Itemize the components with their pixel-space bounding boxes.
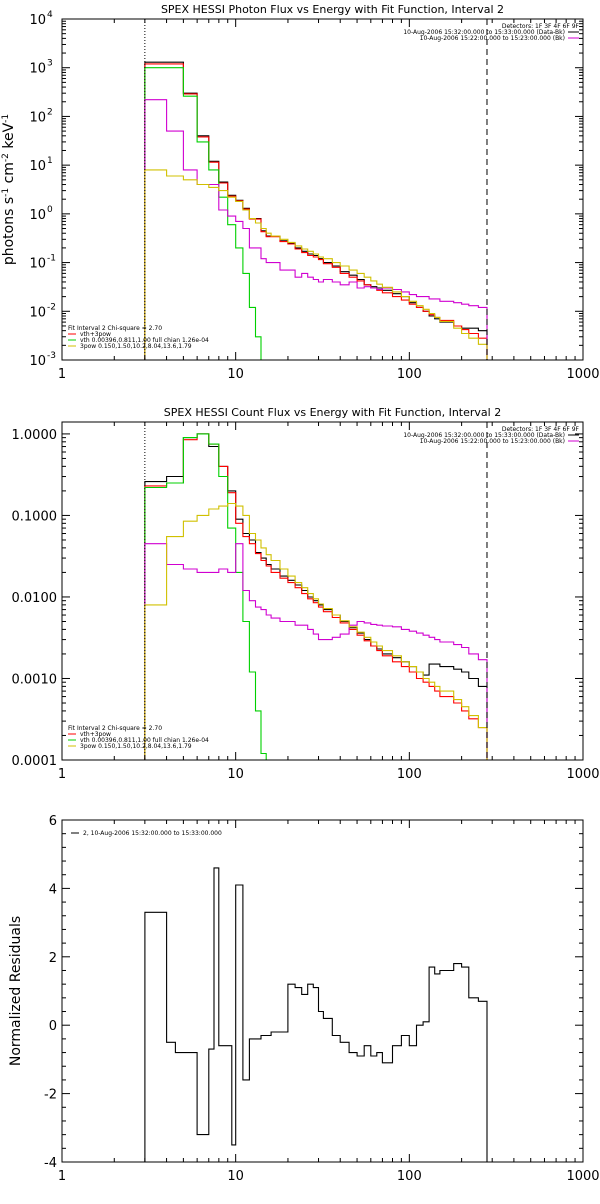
y-tick-label: 10 bbox=[29, 159, 46, 174]
x-tick-label: 1000 bbox=[566, 767, 599, 782]
y-tick-label: 10 bbox=[29, 354, 46, 369]
y-tick-label: 0.0010 bbox=[12, 672, 58, 687]
legend-top-text: 2, 10-Aug-2006 15:32:00.000 to 15:33:00.… bbox=[83, 830, 222, 837]
y-axis-label: Normalized Residuals bbox=[8, 916, 24, 1066]
y-tick-label: 0.0100 bbox=[12, 591, 58, 606]
x-tick-label: 10 bbox=[227, 767, 244, 782]
y-tick-label: 6 bbox=[49, 814, 57, 829]
y-tick-label: 0.1000 bbox=[12, 509, 58, 524]
legend-bottom-text: Fit Interval 2 Chi-square = 2.70 bbox=[68, 725, 162, 732]
x-tick-label: 10 bbox=[227, 1169, 244, 1184]
x-tick-label: 100 bbox=[397, 1169, 422, 1184]
chart-title: SPEX HESSI Count Flux vs Energy with Fit… bbox=[164, 406, 501, 419]
y-tick-label: 0.0001 bbox=[12, 754, 58, 769]
series-1-line bbox=[144, 433, 488, 760]
y-tick-label: 4 bbox=[49, 882, 57, 897]
x-tick-label: 100 bbox=[397, 767, 422, 782]
legend-top-text: 10-Aug-2006 15:22:00.000 to 15:23:00.000… bbox=[420, 35, 565, 42]
series-1-line bbox=[144, 867, 488, 1162]
series-group bbox=[144, 61, 488, 360]
legend-bottom-text: vth+3pow bbox=[80, 731, 111, 738]
y-tick-exponent: 4 bbox=[47, 10, 53, 20]
chart-panel-3: 1 10 100 1000 -4 -2 0 2 4 6 Normalized Residuals 2,… bbox=[8, 814, 600, 1184]
legend-bottom-text: vth 0.00396,0.811,1.00 full chian 1.26e-… bbox=[80, 737, 209, 744]
series-2-line bbox=[144, 63, 488, 360]
y-tick-label: 0 bbox=[49, 1019, 57, 1034]
y-axis-label: photons s-1 cm-2 keV-1 bbox=[1, 114, 17, 265]
y-tick-exponent: -1 bbox=[47, 254, 56, 264]
legend-bottom-text: 3pow 0.150,1.50,10.2,8.04,13.6,1.79 bbox=[80, 343, 192, 350]
legend-bottom-text: vth 0.00396,0.811,1.00 full chian 1.26e-… bbox=[80, 337, 209, 344]
y-tick-label: 10 bbox=[29, 208, 46, 223]
y-tick-exponent: 0 bbox=[47, 205, 53, 215]
series-1-line bbox=[144, 61, 488, 360]
y-tick-exponent: 1 bbox=[47, 156, 53, 166]
legend-top-text: 10-Aug-2006 15:22:00.000 to 15:23:00.000… bbox=[420, 438, 565, 445]
series-5-line bbox=[144, 502, 488, 760]
y-tick-exponent: -2 bbox=[47, 302, 56, 312]
y-tick-label: 10 bbox=[29, 305, 46, 320]
x-tick-label: 1000 bbox=[566, 1169, 599, 1184]
series-4-line bbox=[144, 543, 488, 760]
legend-top-text: Detectors: 1F 3F 4F 6F 9F bbox=[502, 23, 580, 30]
legend-top-text: 10-Aug-2006 15:32:00.000 to 15:33:00.000… bbox=[403, 432, 565, 439]
y-tick-label: 10 bbox=[29, 62, 46, 77]
legend-top-text: 10-Aug-2006 15:32:00.000 to 15:33:00.000… bbox=[403, 29, 565, 36]
series-4-line bbox=[144, 99, 488, 360]
legend-bottom-text: vth+3pow bbox=[80, 331, 111, 338]
chart-title: SPEX HESSI Photon Flux vs Energy with Fi… bbox=[161, 3, 504, 16]
series-3-line bbox=[144, 433, 267, 760]
x-tick-label: 10 bbox=[227, 367, 244, 382]
x-tick-label: 100 bbox=[397, 367, 422, 382]
y-tick-label: -2 bbox=[44, 1088, 57, 1103]
legend-bottom-text: 3pow 0.150,1.50,10.2,8.04,13.6,1.79 bbox=[80, 743, 192, 750]
y-tick-label: 10 bbox=[29, 110, 46, 125]
series-group bbox=[144, 867, 488, 1162]
chart-panel-2: SPEX HESSI Count Flux vs Energy with Fit… bbox=[12, 406, 600, 782]
y-tick-exponent: 2 bbox=[47, 107, 53, 117]
y-tick-label: 2 bbox=[49, 951, 57, 966]
y-tick-exponent: 3 bbox=[47, 59, 53, 69]
plot-frame bbox=[61, 819, 584, 1163]
x-tick-label: 1000 bbox=[566, 367, 599, 382]
series-2-line bbox=[144, 433, 488, 760]
y-tick-label: 1.0000 bbox=[12, 428, 58, 443]
plot-frame bbox=[61, 421, 584, 761]
series-group bbox=[144, 433, 488, 760]
x-tick-label: 1 bbox=[58, 367, 66, 382]
chart-panel-1: SPEX HESSI Photon Flux vs Energy with Fi… bbox=[1, 3, 600, 382]
plot-frame bbox=[61, 18, 584, 361]
y-tick-label: 10 bbox=[29, 257, 46, 272]
y-tick-exponent: -3 bbox=[47, 351, 56, 361]
legend-top-text: Detectors: 1F 3F 4F 6F 9F bbox=[502, 426, 580, 433]
x-tick-label: 1 bbox=[58, 1169, 66, 1184]
y-tick-label: -4 bbox=[44, 1156, 57, 1171]
legend-bottom-text: Fit Interval 2 Chi-square = 2.70 bbox=[68, 325, 162, 332]
y-tick-label: 10 bbox=[29, 13, 46, 28]
x-tick-label: 1 bbox=[58, 767, 66, 782]
series-5-line bbox=[144, 169, 488, 360]
series-3-line bbox=[144, 67, 267, 360]
